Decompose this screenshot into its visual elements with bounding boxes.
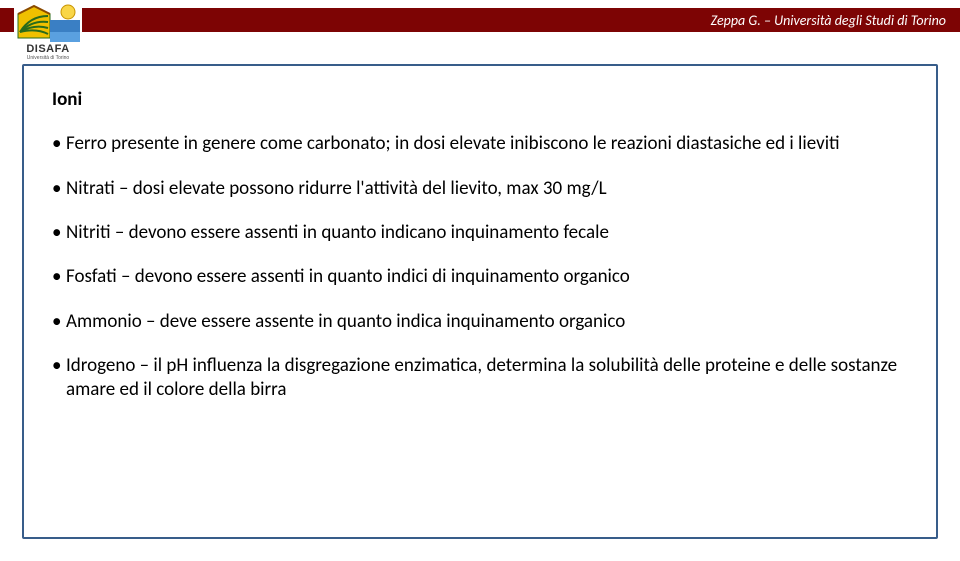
header-attribution: Zeppa G. – Università degli Studi di Tor… xyxy=(711,12,946,29)
header-bar: Zeppa G. – Università degli Studi di Tor… xyxy=(0,8,960,32)
bullet-item: Nitriti – devono essere assenti in quant… xyxy=(52,221,908,245)
bullet-item: Fosfati – devono essere assenti in quant… xyxy=(52,265,908,289)
bullet-item: Ferro presente in genere come carbonato;… xyxy=(52,132,908,156)
disafa-logo-icon xyxy=(14,2,82,42)
logo-label: DISAFA xyxy=(6,44,90,55)
logo: DISAFA Università di Torino xyxy=(6,2,90,62)
content-box: Ioni Ferro presente in genere come carbo… xyxy=(22,64,938,539)
section-title: Ioni xyxy=(52,88,908,112)
bullet-item: Ammonio – deve essere assente in quanto … xyxy=(52,310,908,334)
logo-sublabel: Università di Torino xyxy=(6,56,90,62)
bullet-item: Nitrati – dosi elevate possono ridurre l… xyxy=(52,177,908,201)
bullet-item: Idrogeno – il pH influenza la disgregazi… xyxy=(52,354,908,403)
